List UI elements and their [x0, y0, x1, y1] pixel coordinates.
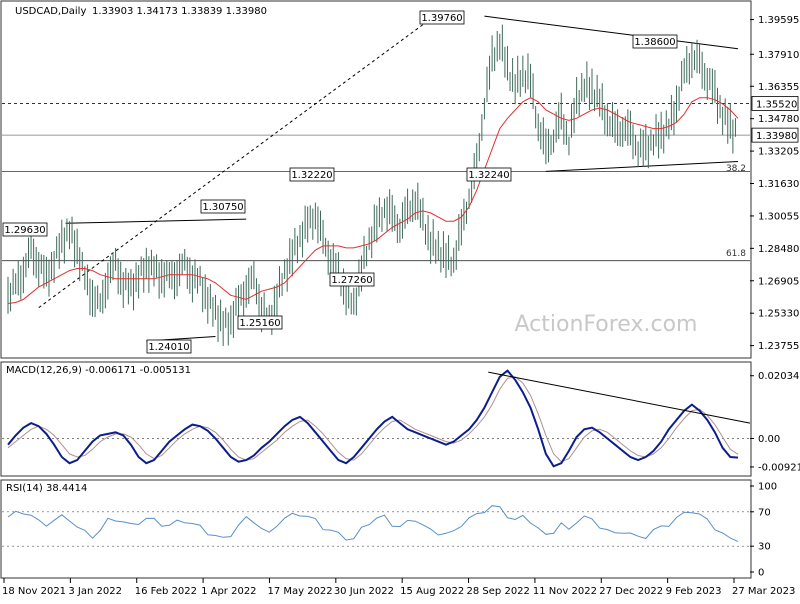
trendline-lower-triangle	[545, 160, 739, 172]
price-panel-frame	[0, 0, 752, 359]
x-tick-label: 3 Jan 2022	[68, 586, 122, 597]
swing-label-box	[146, 339, 192, 354]
price-y-tick-label: 1.23755	[758, 341, 799, 352]
macd-title: MACD(12,26,9) -0.006171 -0.005131	[6, 365, 191, 376]
x-tick-label: 11 Nov 2022	[533, 586, 597, 597]
chart-ohlc: 1.33903 1.34173 1.33839 1.33980	[92, 6, 267, 17]
swing-label: 1.38600	[634, 37, 675, 48]
current-price-tag-box	[751, 127, 799, 143]
rsi-layer	[2, 505, 750, 547]
price-layer: 1.39760 1.38600 1.32220 1.30750 1.32240 1.296…	[2, 10, 750, 354]
price-y-tick-label: 1.25330	[758, 309, 799, 320]
x-tick-label: 30 Jun 2022	[334, 586, 394, 597]
price-y-tick-label: 1.36355	[758, 82, 799, 93]
x-tick-label: 27 Mar 2023	[732, 586, 795, 597]
x-tick-label: 27 Dec 2022	[599, 586, 663, 597]
x-tick-label: 9 Feb 2023	[666, 586, 722, 597]
current-price-tag: 1.33980	[756, 131, 797, 142]
price-y-tick-label: 1.39595	[758, 15, 799, 26]
macd-y-tick-label: -0.009215	[758, 462, 800, 473]
rsi-title: RSI(14) 38.4414	[6, 483, 87, 494]
swing-label-box	[419, 10, 465, 25]
rsi-line	[7, 505, 739, 543]
rsi-y-tick-label: 30	[758, 542, 771, 553]
x-tick-label: 18 Nov 2021	[2, 586, 66, 597]
rsi-y-tick-label: 100	[758, 482, 777, 493]
rsi-panel-frame	[0, 479, 752, 579]
macd-y-tick-label: 0.00	[758, 434, 780, 445]
rsi-y-tick-label: 0	[758, 568, 764, 579]
x-tick-label: 16 Feb 2022	[135, 586, 197, 597]
price-y-tick-label: 1.37910	[758, 50, 799, 61]
trendline-dashed-rally	[38, 12, 439, 309]
fib-label: 38.2	[726, 164, 746, 174]
swing-label-box	[289, 167, 335, 182]
price-y-tick-label: 1.28480	[758, 244, 799, 255]
axes-layer: 1.39595 1.37910 1.36355 1.34780 1.33205 1.316…	[2, 15, 800, 597]
rsi-y-tick-label: 70	[758, 507, 771, 518]
chart-symbol: USDCAD,Daily	[15, 6, 86, 17]
level-tag: 1.35520	[756, 99, 797, 110]
swing-label: 1.25160	[239, 318, 280, 329]
swing-label: 1.30750	[202, 202, 243, 213]
macd-line	[7, 369, 739, 468]
macd-panel-frame	[0, 361, 752, 477]
swing-label-box	[2, 222, 48, 237]
price-y-tick-label: 1.26905	[758, 276, 799, 287]
watermark: ActionForex.com	[515, 312, 698, 337]
swing-label-box	[237, 315, 283, 330]
macd-layer	[2, 369, 751, 468]
fib-label: 61.8	[726, 249, 746, 259]
price-y-tick-label: 1.34780	[758, 114, 799, 125]
swing-label: 1.32220	[291, 170, 332, 181]
swing-label-box	[632, 34, 678, 49]
swing-label-box	[200, 199, 246, 214]
swing-label: 1.39760	[421, 13, 462, 24]
moving-average-line	[7, 97, 739, 304]
trendline-upper-triangle	[484, 15, 739, 50]
macd-y-tick-label: 0.020349	[758, 371, 800, 382]
x-tick-label: 1 Apr 2022	[201, 586, 256, 597]
price-y-tick-label: 1.30055	[758, 211, 799, 222]
level-tag-box	[751, 96, 799, 111]
price-y-tick-label: 1.33205	[758, 147, 799, 158]
macd-trendline	[488, 371, 751, 424]
swing-label: 1.32240	[468, 170, 509, 181]
swing-label-box	[329, 272, 375, 287]
x-tick-label: 28 Sep 2022	[467, 586, 530, 597]
price-y-tick-label: 1.31630	[758, 179, 799, 190]
x-tick-label: 15 Aug 2022	[400, 586, 464, 597]
swing-label-box	[466, 167, 512, 182]
swing-label: 1.24010	[148, 342, 189, 353]
macd-signal-line	[7, 376, 739, 463]
swing-label: 1.27260	[331, 275, 372, 286]
x-tick-label: 17 May 2022	[267, 586, 332, 597]
swing-label: 1.29630	[4, 225, 45, 236]
